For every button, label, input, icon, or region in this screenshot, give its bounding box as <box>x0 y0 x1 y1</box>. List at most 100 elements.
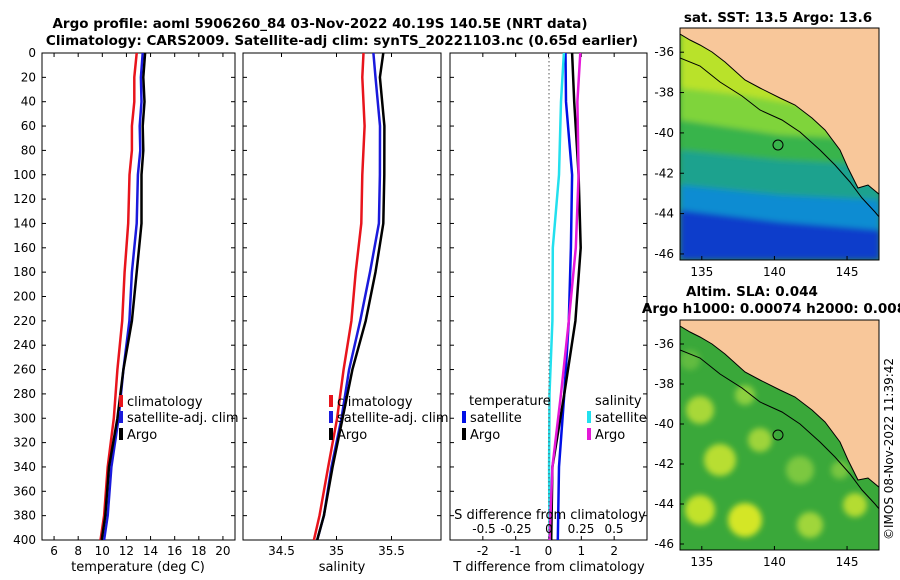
y-tick-label: 200 <box>13 290 36 304</box>
sst-map-title: sat. SST: 13.5 Argo: 13.6 <box>684 10 872 26</box>
s-difference-ticks: -0.5 -0.25 0 0.25 0.5 <box>472 522 623 536</box>
sst-green-band <box>680 120 879 165</box>
legend-label-climatology: climatology <box>127 395 203 410</box>
temperature-xlabel: temperature (deg C) <box>71 560 205 575</box>
sla-map-frame <box>679 319 880 551</box>
difference-xlabel: T difference from climatology <box>452 560 645 575</box>
sst-cool-band <box>680 185 879 230</box>
temperature-line-argo <box>100 53 147 540</box>
sst-map-frame <box>679 27 880 261</box>
sst-map-ticks: 135 140 145 -36 -38 -40 -42 -44 -46 <box>654 45 858 279</box>
difference-line-temperature-argo <box>549 53 582 540</box>
credit-label: ©IMOS 08-Nov-2022 11:39:42 <box>882 358 896 540</box>
y-tick-label: 300 <box>13 411 36 425</box>
y-tick-label: 60 <box>21 119 36 133</box>
map-x-tick-label: 140 <box>763 555 786 569</box>
y-tick-label: 400 <box>13 533 36 547</box>
y-tick-label: 340 <box>13 460 36 474</box>
sla-map <box>680 320 879 550</box>
salinity-line-climatology <box>312 53 366 540</box>
sst-land <box>680 28 879 195</box>
y-tick-label: 120 <box>13 192 36 206</box>
difference-line-temperature-satellite <box>556 53 574 540</box>
sst-teal-band <box>680 150 879 200</box>
sla-land <box>680 320 879 488</box>
x-tick-label: 14 <box>143 544 158 558</box>
y-tick-label: 220 <box>13 314 36 328</box>
sla-map-title: Altim. SLA: 0.044 <box>686 284 818 300</box>
y-tick-label: 100 <box>13 168 36 182</box>
map-x-tick-label: 140 <box>763 265 786 279</box>
x-tick-label: 6 <box>50 544 58 558</box>
sla-blob <box>843 493 867 517</box>
sla-blob <box>748 428 772 452</box>
legend-label-satellite: satellite-adj. clim <box>337 411 449 426</box>
x-tick-label: 35 <box>329 544 344 558</box>
figure-title-line1: Argo profile: aoml 5906260_84 03-Nov-202… <box>52 16 587 32</box>
series-layer <box>99 53 582 540</box>
x-tick-label: 20 <box>215 544 230 558</box>
sst-contour-200m <box>680 57 879 218</box>
sla-blob <box>680 350 700 370</box>
sla-blob <box>704 444 736 476</box>
y-tick-label: 140 <box>13 216 36 230</box>
legend-label-argo: Argo <box>127 428 157 443</box>
x-tick-label: -1 <box>510 544 522 558</box>
difference-line-salinity-satellite <box>547 53 566 540</box>
salinity-axes <box>242 52 442 541</box>
x-tick-label: 12 <box>119 544 134 558</box>
x-tick-label: 35.5 <box>378 544 405 558</box>
legend-swatch-t-satellite <box>462 411 466 423</box>
y-tick-label: 160 <box>13 241 36 255</box>
tick-layer: 0204060801001201401601802002202402602803… <box>13 46 647 558</box>
sla-argo-marker <box>772 429 784 441</box>
legend-swatch-s-argo <box>587 428 591 440</box>
map-y-tick-label: -44 <box>654 497 674 511</box>
map-y-tick-label: -38 <box>654 86 674 100</box>
y-tick-label: 380 <box>13 509 36 523</box>
map-x-tick-label: 135 <box>690 555 713 569</box>
difference-series-group <box>547 53 582 540</box>
x-tick-label: 1 <box>578 544 586 558</box>
y-tick-label: 40 <box>21 95 36 109</box>
legend-title-temperature: temperature <box>469 394 551 409</box>
sla-map-ticks: 135 140 145 -36 -38 -40 -42 -44 -46 <box>654 337 858 569</box>
legend-swatch-climatology <box>119 395 123 407</box>
temperature-line-climatology <box>99 53 138 540</box>
legend-swatch-argo <box>119 428 123 440</box>
x-tick-label: 8 <box>74 544 82 558</box>
x-tick-label: 0 <box>545 544 553 558</box>
map-y-tick-label: -42 <box>654 457 674 471</box>
map-y-tick-label: -44 <box>654 207 674 221</box>
sla-map-subtitle: Argo h1000: 0.00074 h2000: 0.008 <box>642 301 900 317</box>
y-tick-label: 0 <box>28 46 36 60</box>
sla-blob <box>728 503 762 537</box>
map-x-tick-label: 145 <box>836 555 859 569</box>
legend-swatch-t-argo <box>462 428 466 440</box>
sst-argo-marker <box>772 139 784 151</box>
x-tick-label: 34.5 <box>268 544 295 558</box>
s-tick-label: 0.5 <box>604 522 623 536</box>
sst-map <box>680 28 879 260</box>
salinity-xlabel: salinity <box>319 560 366 575</box>
legend-swatch-satellite <box>329 411 333 423</box>
map-y-tick-label: -36 <box>654 45 674 59</box>
map-y-tick-label: -40 <box>654 126 674 140</box>
y-tick-label: 280 <box>13 387 36 401</box>
y-tick-label: 180 <box>13 265 36 279</box>
legend-label-argo: Argo <box>337 428 367 443</box>
legend-swatch-satellite <box>119 411 123 423</box>
legend-title-salinity: salinity <box>595 394 642 409</box>
legend-swatch-climatology <box>329 395 333 407</box>
s-tick-label: -0.25 <box>500 522 531 536</box>
legend-label-climatology: climatology <box>337 395 413 410</box>
map-y-tick-label: -46 <box>654 247 674 261</box>
y-tick-label: 260 <box>13 363 36 377</box>
sla-blob <box>735 385 755 405</box>
s-difference-label: S difference from climatology <box>454 508 646 523</box>
y-tick-label: 320 <box>13 436 36 450</box>
legend-label-t-satellite: satellite <box>470 411 522 426</box>
map-y-tick-label: -38 <box>654 377 674 391</box>
legend-label-s-argo: Argo <box>595 428 625 443</box>
